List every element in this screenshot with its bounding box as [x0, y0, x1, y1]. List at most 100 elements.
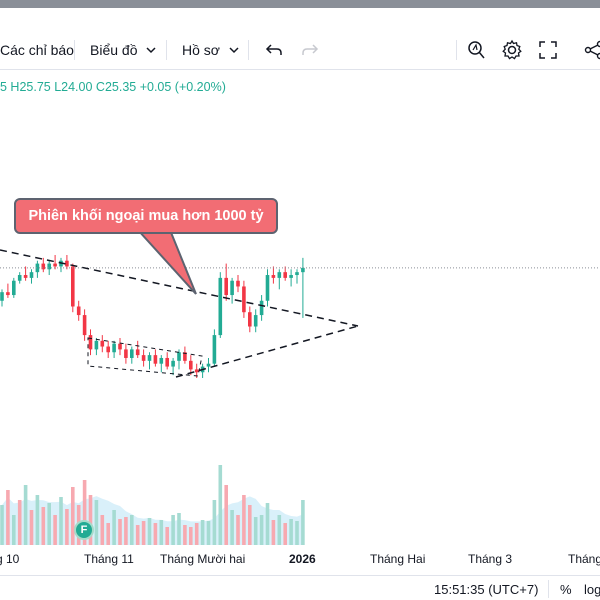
volume-bar	[265, 503, 270, 545]
volume-bar	[35, 495, 40, 545]
volume-bar	[253, 517, 258, 545]
candle-body	[94, 340, 99, 350]
price-chart[interactable]	[0, 96, 600, 548]
volume-bar	[248, 505, 252, 545]
candle-body	[47, 263, 51, 270]
candle-body	[259, 300, 264, 316]
browser-top-strip	[0, 0, 600, 8]
volume-bar	[289, 519, 293, 545]
time-axis-label: Tháng	[568, 552, 600, 566]
candle-body	[153, 355, 158, 364]
candle-body	[88, 335, 93, 350]
chart-toolbar: Các chỉ báo Biểu đồ Hồ sơ	[0, 30, 600, 70]
candle-body	[29, 272, 34, 278]
candle-body	[141, 355, 146, 361]
candle-body	[283, 272, 287, 278]
volume-bar	[165, 527, 169, 545]
candle-body	[224, 277, 228, 296]
candle-body	[12, 280, 16, 296]
volume-ma-area	[2, 496, 303, 545]
volume-bar	[236, 515, 240, 545]
volume-bar	[130, 515, 134, 545]
candle-body	[177, 352, 181, 361]
candle-body	[35, 263, 40, 273]
volume-bar	[29, 510, 34, 545]
volume-bar	[124, 517, 128, 545]
time-axis-label-year: 2026	[289, 552, 316, 566]
clock-timezone[interactable]: 15:51:35 (UTC+7)	[434, 582, 539, 597]
volume-bar	[118, 519, 122, 545]
toolbar-divider	[74, 40, 75, 60]
volume-bar	[17, 500, 22, 545]
volume-bar	[183, 525, 187, 545]
volume-bar	[141, 521, 146, 545]
chart-type-button[interactable]: Biểu đồ	[90, 30, 157, 70]
time-axis-label: Tháng 3	[468, 552, 513, 566]
volume-bar	[71, 487, 75, 545]
undo-icon[interactable]	[262, 38, 286, 62]
candle-body	[147, 355, 152, 361]
volume-bar	[88, 495, 93, 545]
candle-body	[206, 363, 211, 367]
ohlc-legend: 5 H25.75 L24.00 C25.35 +0.05 (+0.20%)	[0, 80, 226, 94]
candle-body	[0, 292, 4, 301]
indicators-button[interactable]: Các chỉ báo	[0, 30, 74, 70]
candle-body	[130, 349, 134, 358]
volume-bar	[53, 515, 57, 545]
chevron-down-icon	[229, 47, 239, 54]
volume-bar	[41, 507, 46, 545]
volume-bar	[206, 521, 211, 545]
volume-bar	[295, 521, 299, 545]
annotation-callout[interactable]: Phiên khối ngoại mua hơn 1000 tỷ	[14, 198, 278, 234]
candle-body	[171, 360, 175, 367]
status-divider	[548, 580, 549, 598]
candle-body	[289, 275, 293, 278]
volume-bar	[153, 523, 158, 545]
bottom-status-bar: 15:51:35 (UTC+7) % log	[0, 575, 600, 600]
log-scale-toggle[interactable]: log	[584, 582, 600, 597]
volume-bar	[59, 497, 63, 545]
quick-search-icon[interactable]	[464, 38, 488, 62]
candle-body	[82, 315, 87, 336]
profile-button[interactable]: Hồ sơ	[182, 30, 240, 70]
candle-body	[71, 266, 75, 307]
volume-bar	[200, 520, 205, 545]
redo-icon[interactable]	[298, 38, 322, 62]
candle-body	[242, 286, 246, 313]
volume-layer	[0, 465, 305, 545]
candle-body	[301, 267, 305, 273]
share-icon[interactable]	[582, 38, 600, 62]
candle-body	[212, 335, 217, 364]
volume-bar	[277, 515, 282, 545]
candle-body	[65, 260, 69, 267]
percent-scale-toggle[interactable]: %	[560, 582, 572, 597]
volume-bar	[6, 490, 10, 545]
lower-trendline	[175, 325, 359, 378]
toolbar-divider	[166, 40, 167, 60]
time-axis-label: Tháng Mười hai	[160, 552, 246, 566]
candle-body	[236, 280, 240, 287]
volume-bar	[242, 495, 246, 545]
fullscreen-icon[interactable]	[536, 38, 560, 62]
event-flag-badge[interactable]: F	[74, 520, 94, 540]
candle-body	[135, 349, 140, 356]
candle-body	[265, 275, 270, 301]
candle-body	[159, 357, 164, 364]
volume-bar	[194, 523, 199, 545]
volume-bar	[301, 500, 305, 545]
volume-bar	[212, 500, 217, 545]
volume-bar	[147, 518, 152, 545]
candle-body	[271, 275, 276, 278]
candle-body	[23, 275, 28, 278]
candle-body	[253, 315, 258, 327]
settings-gear-icon[interactable]	[500, 38, 524, 62]
volume-bar	[106, 523, 110, 545]
indicators-label: Các chỉ báo	[0, 42, 74, 58]
upper-trendline	[0, 249, 359, 327]
volume-bar	[271, 520, 276, 545]
toolbar-divider	[456, 40, 457, 60]
volume-bar	[94, 500, 99, 545]
volume-bar	[23, 485, 28, 545]
volume-bar	[12, 515, 16, 545]
volume-bar	[82, 480, 87, 545]
